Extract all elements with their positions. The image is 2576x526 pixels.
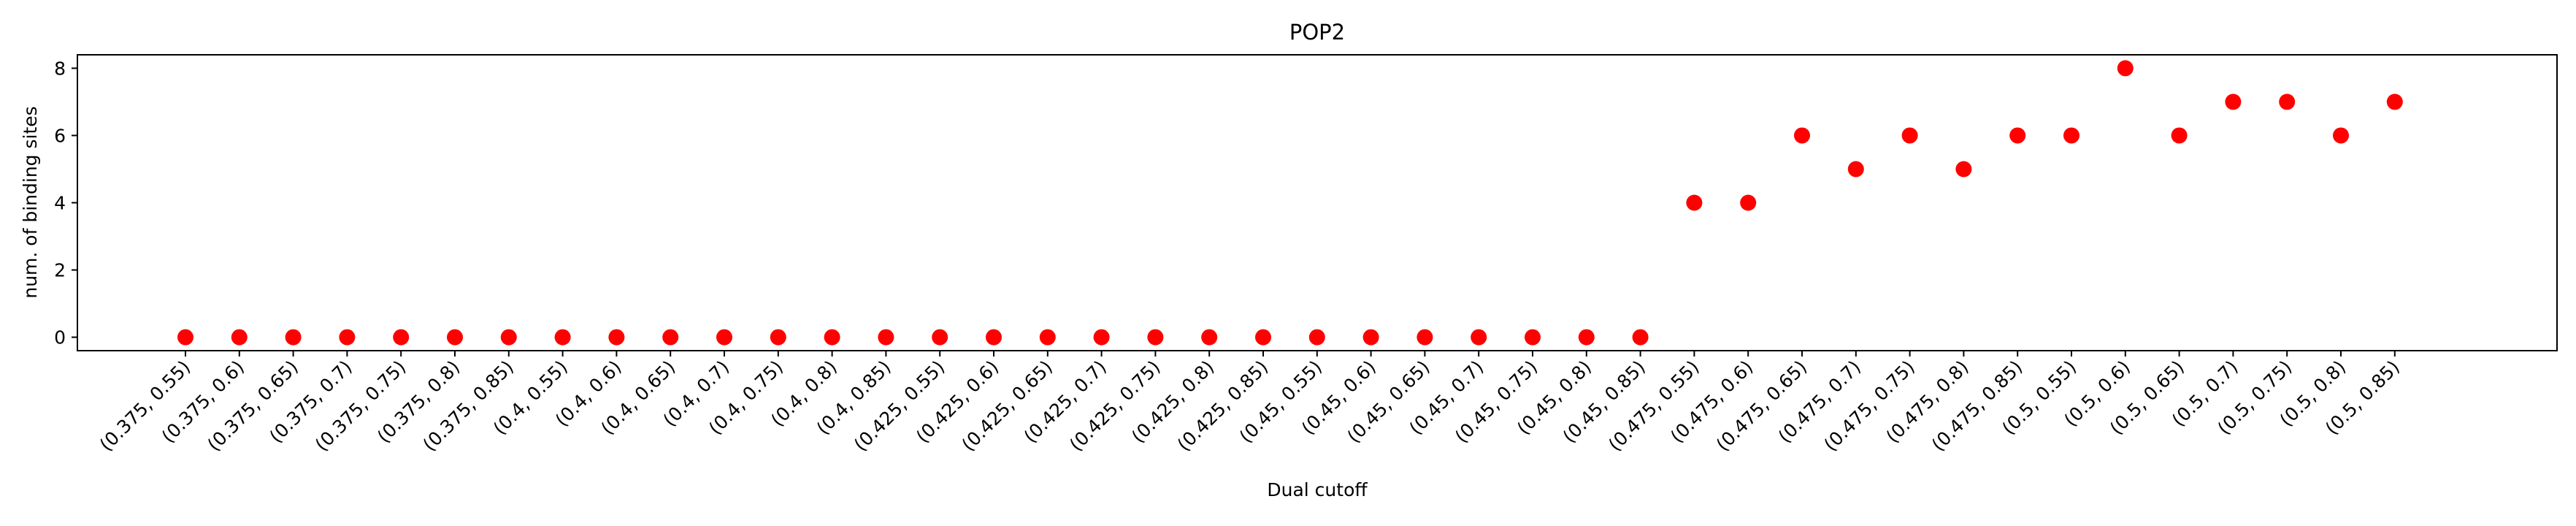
data-point xyxy=(1093,329,1110,346)
y-tick-label: 6 xyxy=(54,125,66,146)
x-tick-label: (0.375, 0.55) xyxy=(96,357,195,456)
data-points xyxy=(177,60,2403,346)
y-axis: 0 2 4 6 8 xyxy=(54,58,77,348)
data-point xyxy=(1471,329,1487,346)
data-point xyxy=(285,329,302,346)
data-point xyxy=(447,329,463,346)
data-point xyxy=(1255,329,1271,346)
data-point xyxy=(608,329,625,346)
data-point xyxy=(2279,94,2296,110)
data-point xyxy=(2225,94,2242,110)
data-point xyxy=(1955,161,1972,178)
data-point xyxy=(662,329,679,346)
chart-title: POP2 xyxy=(1289,20,1345,45)
data-point xyxy=(1525,329,1541,346)
data-point xyxy=(986,329,1002,346)
data-point xyxy=(824,329,840,346)
data-point xyxy=(2009,127,2026,144)
data-point xyxy=(554,329,571,346)
data-point xyxy=(393,329,410,346)
data-point xyxy=(1901,127,1918,144)
data-point xyxy=(177,329,193,346)
y-axis-label: num. of binding sites xyxy=(20,106,41,298)
data-point xyxy=(1632,329,1649,346)
data-point xyxy=(1362,329,1379,346)
y-tick-label: 0 xyxy=(54,327,66,348)
data-point xyxy=(1847,161,1864,178)
data-point xyxy=(770,329,786,346)
data-point xyxy=(1201,329,1218,346)
data-point xyxy=(2386,94,2403,110)
data-point xyxy=(1147,329,1164,346)
data-point xyxy=(1308,329,1325,346)
data-point xyxy=(878,329,894,346)
x-axis: (0.375, 0.55)(0.375, 0.6)(0.375, 0.65)(0… xyxy=(96,351,2404,455)
data-point xyxy=(1686,194,1703,211)
y-tick-label: 2 xyxy=(54,260,66,281)
x-axis-label: Dual cutoff xyxy=(1267,479,1368,500)
data-point xyxy=(2117,60,2134,77)
data-point xyxy=(1740,194,1757,211)
data-point xyxy=(1417,329,1433,346)
data-point xyxy=(1794,127,1810,144)
data-point xyxy=(2063,127,2079,144)
data-point xyxy=(1578,329,1595,346)
data-point xyxy=(1039,329,1056,346)
data-point xyxy=(932,329,948,346)
data-point xyxy=(339,329,356,346)
y-tick-label: 4 xyxy=(54,193,66,214)
data-point xyxy=(2333,127,2349,144)
y-tick-label: 8 xyxy=(54,58,66,79)
data-point xyxy=(716,329,732,346)
data-point xyxy=(231,329,248,346)
data-point xyxy=(500,329,517,346)
plot-frame xyxy=(77,54,2558,351)
data-point xyxy=(2171,127,2188,144)
